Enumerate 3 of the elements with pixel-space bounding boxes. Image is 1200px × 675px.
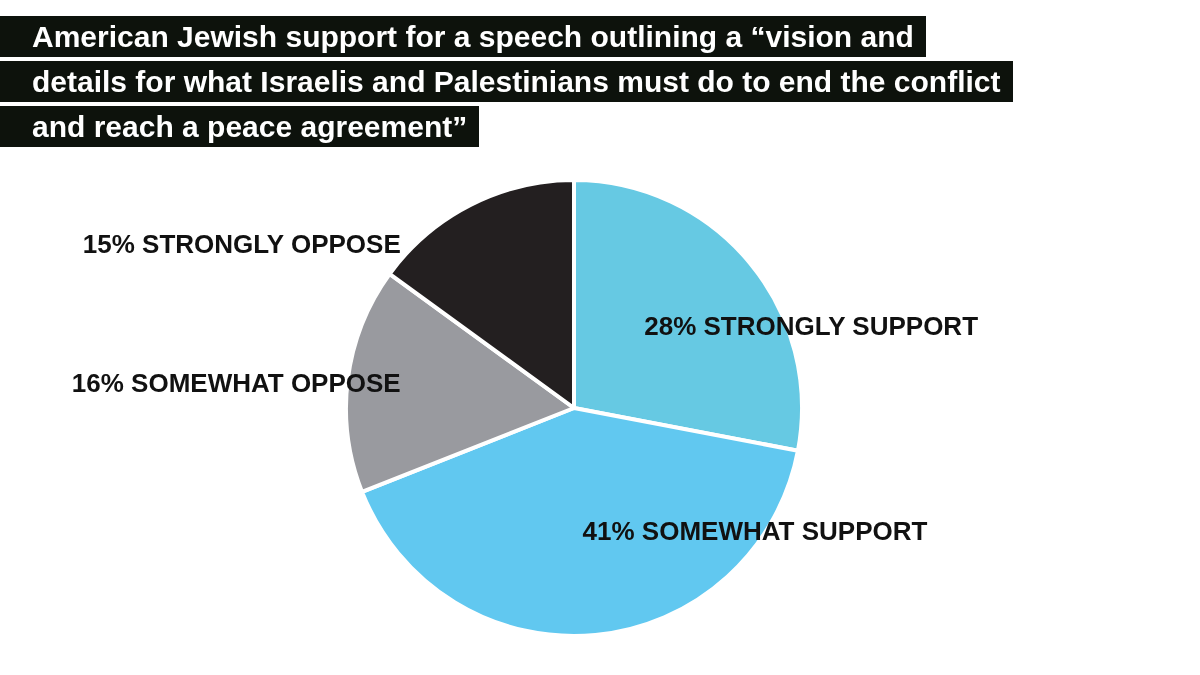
slice-label: 16% SOMEWHAT OPPOSE [71, 368, 401, 399]
chart-title: American Jewish support for a speech outlining a “vision and details for what Israelis and Palestinians must do to end the conflict and reach a peace agreement” [0, 16, 1013, 147]
slice-label: 15% STRONGLY OPPOSE [82, 228, 401, 259]
